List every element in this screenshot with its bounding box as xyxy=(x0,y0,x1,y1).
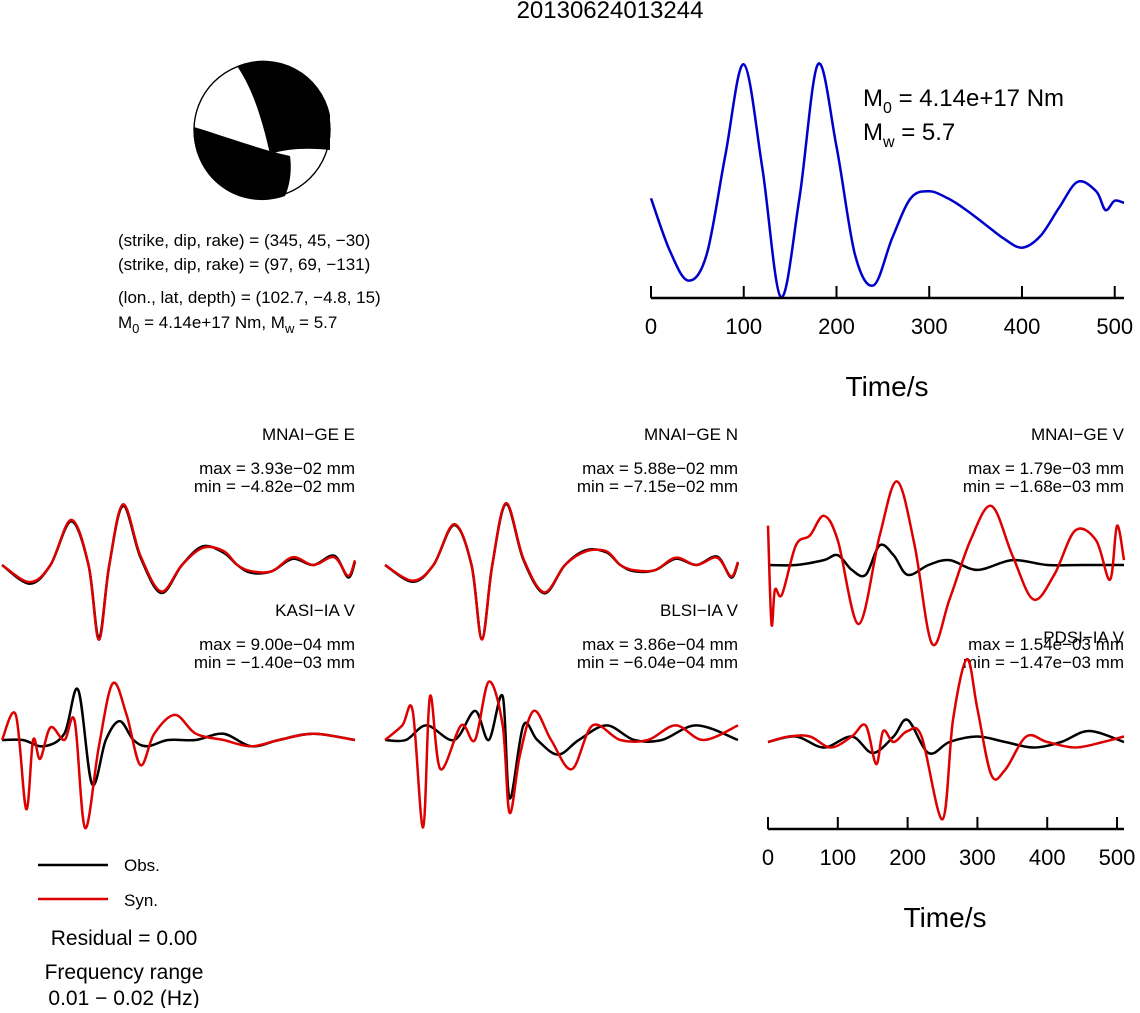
frequency-title: Frequency range xyxy=(45,961,204,984)
station-name: MNAI−GE N xyxy=(644,425,738,444)
waveform-tick-label: 500 xyxy=(1099,845,1136,870)
obs-trace xyxy=(384,693,739,800)
min-label: min = −1.68e−03 mm xyxy=(963,477,1124,496)
station-name: MNAI−GE E xyxy=(262,425,355,444)
syn-trace xyxy=(0,681,356,830)
station-name: BLSI−IA V xyxy=(660,601,739,620)
stf-tick-label: 300 xyxy=(911,314,948,339)
stf-time-axis: 0 100 200 300 400 500 xyxy=(645,286,1133,339)
stf-tick-label: 100 xyxy=(725,314,762,339)
stf-axis-label: Time/s xyxy=(846,371,929,402)
stf-mw-label: Mw = 5.7 xyxy=(863,119,955,151)
residual-text: Residual = 0.00 xyxy=(51,927,198,950)
moment-line: M0 = 4.14e+17 Nm, Mw = 5.7 xyxy=(118,313,337,336)
page-title: 20130624013244 xyxy=(517,0,704,24)
max-label: max = 3.93e−02 mm xyxy=(199,459,355,478)
max-label: max = 5.88e−02 mm xyxy=(582,459,738,478)
station-name: PDSI−IA V xyxy=(1043,628,1124,647)
obs-trace xyxy=(767,543,1124,578)
max-label: max = 3.86e−04 mm xyxy=(582,635,738,654)
beachball xyxy=(193,60,331,201)
min-label: min = −7.15e−02 mm xyxy=(577,477,738,496)
min-label: min = −4.82e−02 mm xyxy=(194,477,355,496)
location-line: (lon., lat, depth) = (102.7, −4.8, 15) xyxy=(118,288,381,307)
max-label: max = 1.54e−03 mm xyxy=(968,635,1124,654)
stf-tick-label: 400 xyxy=(1004,314,1041,339)
event-info: (strike, dip, rake) = (345, 45, −30) (st… xyxy=(118,231,381,336)
min-label: min = −1.47e−03 mm xyxy=(963,653,1124,672)
station-name: MNAI−GE V xyxy=(1031,425,1125,444)
min-label: min = −6.04e−04 mm xyxy=(577,653,738,672)
stf-tick-label: 0 xyxy=(645,314,657,339)
waveform-tick-label: 200 xyxy=(889,845,926,870)
waveform-tick-label: 0 xyxy=(762,845,774,870)
waveform-tick-label: 400 xyxy=(1029,845,1066,870)
stf-m0-label: M0 = 4.14e+17 Nm xyxy=(863,85,1064,117)
beachball-dark-region-a xyxy=(237,60,330,154)
station-name: KASI−IA V xyxy=(275,601,356,620)
stf-line xyxy=(649,62,1125,299)
waveform-axis-label: Time/s xyxy=(904,902,987,933)
legend-syn-label: Syn. xyxy=(124,891,158,910)
syn-trace xyxy=(1,503,357,641)
frequency-value: 0.01 − 0.02 (Hz) xyxy=(48,987,199,1008)
legend-obs-label: Obs. xyxy=(124,856,160,875)
nodal-plane-1: (strike, dip, rake) = (345, 45, −30) xyxy=(118,231,370,250)
syn-trace xyxy=(767,657,1125,821)
min-label: min = −1.40e−03 mm xyxy=(194,653,355,672)
obs-trace xyxy=(767,718,1125,755)
waveform-tick-label: 300 xyxy=(959,845,996,870)
stf-tick-label: 200 xyxy=(818,314,855,339)
max-label: max = 9.00e−04 mm xyxy=(199,635,355,654)
legend: Obs. Syn. xyxy=(38,856,160,910)
nodal-plane-2: (strike, dip, rake) = (97, 69, −131) xyxy=(118,255,370,274)
syn-trace xyxy=(384,680,739,829)
stf-tick-label: 500 xyxy=(1096,314,1133,339)
max-label: max = 1.79e−03 mm xyxy=(968,459,1124,478)
syn-trace xyxy=(384,501,740,641)
obs-trace xyxy=(1,687,356,787)
waveform-time-axis: 0 100 200 300 400 500 xyxy=(762,817,1136,870)
source-time-function xyxy=(649,62,1125,299)
syn-trace xyxy=(766,480,1126,647)
waveform-tick-label: 100 xyxy=(819,845,856,870)
